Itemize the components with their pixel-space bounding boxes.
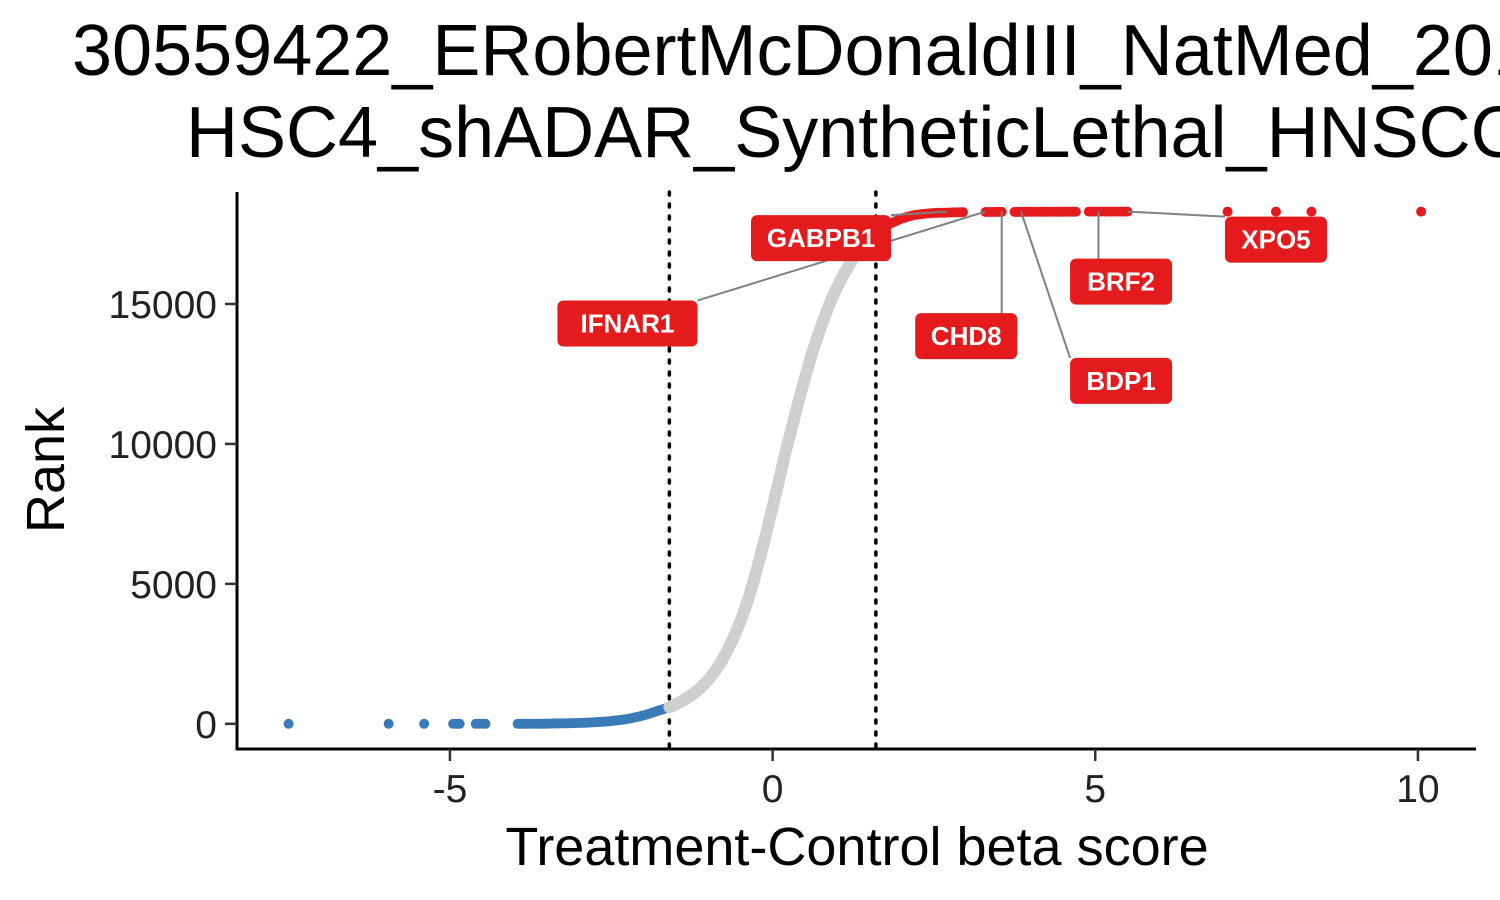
chart-title: 30559422_ERobertMcDonaldIII_NatMed_2018 … bbox=[72, 11, 1500, 173]
gene-label-xpo5: XPO5 bbox=[1224, 216, 1327, 263]
x-tick-label: -5 bbox=[433, 768, 468, 811]
gene-label-bdp1: BDP1 bbox=[1070, 357, 1173, 404]
chart-title-line-2: HSC4_shADAR_SyntheticLethal_HNSCC bbox=[186, 93, 1500, 173]
chart-title-line-1: 30559422_ERobertMcDonaldIII_NatMed_2018 bbox=[72, 11, 1500, 91]
up-point bbox=[1070, 206, 1081, 217]
gene-label-box bbox=[1070, 258, 1173, 305]
up-point bbox=[1270, 206, 1281, 217]
down-point bbox=[419, 718, 430, 729]
connector-bdp1 bbox=[1020, 211, 1072, 359]
x-tick-label: 10 bbox=[1396, 768, 1439, 811]
connector-gabpb1 bbox=[890, 210, 947, 217]
gene-label-box bbox=[915, 313, 1018, 360]
up-point bbox=[1306, 206, 1317, 217]
y-tick-label: 5000 bbox=[130, 564, 217, 607]
gene-label-box bbox=[751, 215, 892, 262]
up-point bbox=[1416, 206, 1427, 217]
down-point bbox=[283, 718, 294, 729]
gene-label-box bbox=[1224, 216, 1327, 263]
gene-label-gabpb1: GABPB1 bbox=[751, 215, 892, 262]
axes bbox=[235, 192, 1476, 751]
y-tick-label: 10000 bbox=[109, 424, 217, 467]
y-tick-label: 0 bbox=[195, 704, 217, 747]
gene-label-ifnar1: IFNAR1 bbox=[557, 300, 698, 347]
down-point bbox=[383, 718, 394, 729]
gene-label-brf2: BRF2 bbox=[1070, 258, 1173, 305]
gene-label-chd8: CHD8 bbox=[915, 313, 1018, 360]
gene-label-text: BRF2 bbox=[1087, 267, 1155, 297]
cutoff-lines bbox=[667, 190, 878, 751]
data-points bbox=[283, 206, 1427, 729]
down-point bbox=[454, 718, 465, 729]
gene-label-text: BDP1 bbox=[1086, 366, 1155, 396]
gene-label-box bbox=[1070, 357, 1173, 404]
gene-label-text: XPO5 bbox=[1241, 225, 1310, 255]
y-axis-title: Rank bbox=[16, 406, 76, 533]
gene-labels: GABPB1 IFNAR1 CHD8 BRF2 BDP1 XPO5 bbox=[557, 215, 1327, 404]
x-tick-label: 5 bbox=[1084, 768, 1106, 811]
x-axis-title: Treatment-Control beta score bbox=[505, 817, 1208, 877]
down-point bbox=[480, 718, 491, 729]
connector-xpo5 bbox=[1127, 210, 1226, 218]
x-tick-label: 0 bbox=[762, 768, 784, 811]
gene-label-text: GABPB1 bbox=[767, 223, 875, 253]
x-axis-ticks: -5 0 5 10 bbox=[433, 749, 1440, 811]
y-tick-label: 15000 bbox=[109, 284, 217, 327]
gene-label-text: CHD8 bbox=[931, 321, 1002, 351]
y-axis-ticks: 0 5000 10000 15000 bbox=[109, 284, 237, 747]
up-point bbox=[957, 207, 968, 218]
gene-label-box bbox=[557, 300, 698, 347]
gene-label-text: IFNAR1 bbox=[580, 309, 674, 339]
up-point bbox=[1222, 206, 1233, 217]
